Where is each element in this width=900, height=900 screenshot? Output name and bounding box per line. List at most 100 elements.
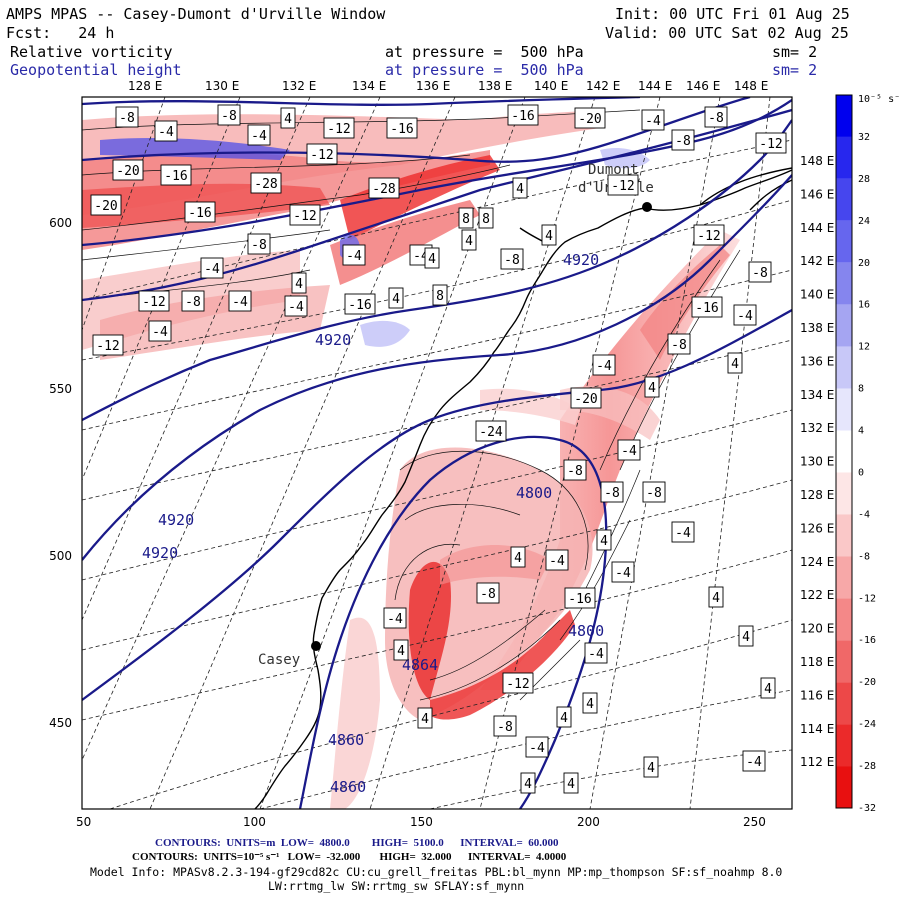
colorbar-label: 12 — [858, 342, 870, 353]
x-tick: 100 — [243, 815, 266, 829]
vorticity-label-box — [115, 106, 139, 128]
vorticity-label: -8 — [675, 134, 691, 149]
vorticity-label: 4 — [742, 630, 750, 645]
colorbar-label: 8 — [858, 384, 864, 395]
x-tick: 150 — [410, 815, 433, 829]
vorticity-label-box — [306, 143, 338, 165]
vorticity-label: 4 — [712, 591, 720, 606]
map-title: AMPS MPAS -- Casey-Dumont d'Urville Wind… — [6, 5, 386, 23]
vorticity-label: -4 — [152, 325, 168, 340]
colorbar-label: 24 — [858, 216, 870, 227]
vorticity-label-box — [611, 561, 635, 583]
vorticity-label: -12 — [506, 677, 529, 692]
vorticity-label: -4 — [529, 741, 545, 756]
colorbar-swatch — [836, 262, 852, 305]
vorticity-label: 4 — [465, 234, 473, 249]
lon-label: 114 E — [800, 722, 834, 736]
vorticity-label: 4 — [397, 644, 405, 659]
vorticity-label-box — [525, 736, 549, 758]
vorticity-label: 4 — [586, 697, 594, 712]
vorticity-label: -4 — [251, 129, 267, 144]
vorticity-label-box — [742, 750, 766, 772]
x-tick: 200 — [577, 815, 600, 829]
lon-label: 140 E — [534, 79, 568, 93]
vorticity-label-box — [738, 625, 754, 647]
model-info-line2: LW:rrtmg_lw SW:rrtmg_sw SFLAY:sf_mynn — [268, 879, 525, 893]
vorticity-label-box — [584, 642, 608, 664]
vorticity-label: -12 — [327, 122, 350, 137]
vorticity-label: -8 — [604, 486, 620, 501]
vorticity-label: -4 — [645, 114, 661, 129]
vorticity-label-box — [727, 352, 743, 374]
forecast-hour: Fcst: 24 h — [6, 24, 115, 42]
vorticity-label: -4 — [737, 309, 753, 324]
vorticity-label: -4 — [232, 295, 248, 310]
vorticity-label-box — [760, 677, 776, 699]
valid-time: Valid: 00 UTC Sat 02 Aug 25 — [605, 24, 849, 42]
lon-label: 130 E — [800, 455, 834, 469]
vorticity-label-box — [512, 177, 528, 199]
vorticity-label: -12 — [697, 229, 720, 244]
height-label: 4920 — [142, 544, 178, 562]
vorticity-label-box — [289, 204, 321, 226]
vorticity-label-box — [704, 106, 728, 128]
y-tick: 450 — [49, 716, 72, 730]
colorbar-label: 4 — [858, 426, 864, 437]
height-label: 4864 — [402, 656, 438, 674]
height-label: 4860 — [330, 778, 366, 796]
vorticity-label-box — [574, 107, 606, 129]
lon-label: 142 E — [800, 254, 834, 268]
y-tick: 550 — [49, 382, 72, 396]
vorticity-label-box — [708, 586, 724, 608]
station-label-dumont-1: Dumont — [588, 162, 639, 178]
vorticity-label: 4 — [560, 711, 568, 726]
vorticity-label: 4 — [648, 381, 656, 396]
colorbar-swatch — [836, 136, 852, 179]
vorticity-label-box — [596, 529, 612, 551]
lat-lon-grid — [82, 97, 792, 809]
vorticity-label-box — [755, 132, 787, 154]
vorticity-label-box — [291, 272, 307, 294]
vorticity-label-box — [247, 124, 271, 146]
station-dot-casey — [311, 641, 321, 651]
vorticity-label-box — [541, 224, 557, 246]
vorticity-label-box — [184, 201, 216, 223]
lon-label: 146 E — [686, 79, 720, 93]
vorticity-label: -8 — [646, 486, 662, 501]
vorticity-label-box — [564, 587, 596, 609]
vorticity-labels: -8 -4 -8 -4 4 -12 -16 -16 -20 -20 -16 -28 -12 -28 -20 -… — [90, 104, 787, 794]
lon-label: 148 E — [800, 154, 834, 168]
vorticity-label-box — [217, 104, 241, 126]
vorticity-label-box — [92, 334, 124, 356]
vorticity-label: -4 — [675, 526, 691, 541]
vorticity-label-box — [545, 549, 569, 571]
vorticity-label-box — [458, 207, 474, 229]
plot-frame — [81, 96, 793, 810]
height-contours — [82, 97, 792, 809]
colorbar-label: 16 — [858, 300, 870, 311]
colorbar-label: 28 — [858, 174, 870, 185]
vorticity-label-box — [493, 715, 517, 737]
vorticity-label: -12 — [611, 179, 634, 194]
field2-level: at pressure = 500 hPa — [385, 61, 584, 79]
vorticity-label-box — [138, 290, 170, 312]
vorticity-label-box — [432, 284, 448, 306]
vorticity-label: -8 — [119, 111, 135, 126]
vorticity-label-box — [247, 233, 271, 255]
vorticity-label: -20 — [578, 112, 601, 127]
vorticity-label: -16 — [695, 301, 718, 316]
colorbar: 10⁻⁵ s⁻¹ 32 28 24 20 16 12 8 4 0 -4 -8 -12 -16 -20 -24… — [835, 94, 900, 814]
vorticity-label-box — [383, 607, 407, 629]
vorticity-label: -16 — [390, 122, 413, 137]
vorticity-label-box — [160, 164, 192, 186]
lon-label: 132 E — [800, 421, 834, 435]
lon-label: 134 E — [800, 388, 834, 402]
vorticity-label: -16 — [188, 206, 211, 221]
vorticity-label-box — [693, 224, 725, 246]
vorticity-label: -4 — [204, 262, 220, 277]
vorticity-label: -8 — [567, 464, 583, 479]
vorticity-label: -24 — [479, 425, 503, 440]
vorticity-label-box — [592, 354, 616, 376]
colorbar-swatch — [836, 640, 852, 683]
colorbar-swatch — [836, 472, 852, 515]
